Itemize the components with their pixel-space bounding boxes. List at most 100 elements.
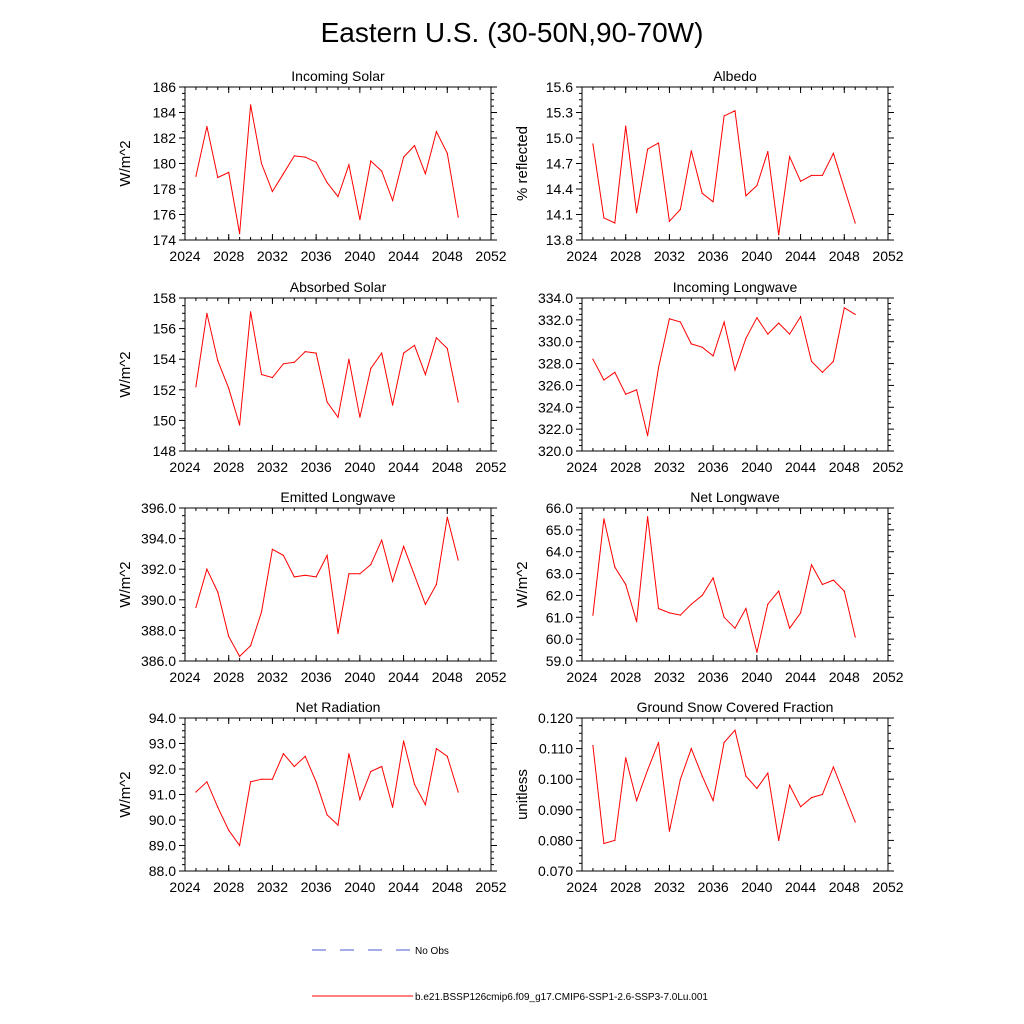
data-point [424,373,426,376]
data-point [217,591,219,593]
data-point [734,110,736,112]
data-point [424,603,426,606]
y-tick-label: 324.0 [538,399,573,415]
x-tick-label: 2028 [213,879,244,895]
data-point [668,830,671,832]
y-tick-label: 90.0 [149,812,176,828]
data-point [195,386,197,388]
data-point [767,151,769,153]
data-point [304,574,306,576]
series-line-absorbed-solar [195,311,459,426]
data-point [625,583,627,586]
data-point [756,787,758,790]
y-axis-label: W/m^2 [117,351,134,397]
data-point [712,577,714,579]
data-point [282,173,284,175]
data-point [843,590,845,592]
data-point [206,125,208,128]
x-tick-label: 2048 [829,879,860,895]
y-tick-label: 63.0 [546,566,573,582]
data-point [657,367,660,369]
data-point [217,806,219,808]
data-point [854,636,856,638]
data-point [723,741,725,744]
figure-title: Eastern U.S. (30-50N,90-70W) [321,17,704,48]
y-tick-label: 0.120 [538,710,573,726]
data-point [293,765,295,768]
data-point [625,125,627,127]
data-point [337,632,339,635]
y-tick-label: 184 [153,105,177,121]
data-point [359,799,361,801]
x-tick-label: 2024 [169,879,200,895]
x-tick-label: 2052 [475,248,506,264]
data-point [701,594,703,597]
data-point [250,645,252,647]
y-tick-label: 156 [153,321,177,337]
y-tick-label: 15.0 [546,130,573,146]
data-point [668,318,671,320]
x-tick-label: 2048 [829,459,860,475]
panel-absorbed-solar: Absorbed Solar W/m^2 2024 2028 2032 2036 2040 2… [117,279,507,475]
data-point [778,234,780,236]
panel-title: Net Radiation [296,699,381,715]
data-point [723,321,725,323]
panel-title: Ground Snow Covered Fraction [637,699,834,715]
plot-frame [581,717,889,872]
data-point [260,611,263,613]
x-tick-label: 2036 [698,248,729,264]
y-tick-label: 392.0 [141,561,176,577]
y-tick-label: 92.0 [149,761,176,777]
data-point [217,360,219,362]
y-tick-label: 152 [153,382,177,398]
y-tick-label: 59.0 [546,653,573,669]
y-tick-label: 326.0 [538,377,573,393]
data-point [821,793,824,796]
x-tick-label: 2044 [785,669,816,685]
data-point [435,748,437,750]
y-tick-label: 322.0 [538,421,573,437]
x-tick-label: 2024 [169,248,200,264]
data-point [457,791,459,793]
data-point [315,576,317,578]
x-tick-label: 2036 [698,879,729,895]
data-point [370,160,372,162]
data-point [843,187,845,189]
data-point [789,156,791,158]
data-point [800,316,802,318]
data-point [206,568,208,570]
data-point [832,360,835,362]
data-point [228,387,230,389]
x-tick-label: 2024 [566,879,597,895]
y-axis-label: W/m^2 [117,140,134,186]
y-tick-label: 13.8 [546,232,573,248]
data-point [293,576,295,578]
y-axis-label: % reflected [514,126,531,201]
data-point [381,765,383,768]
data-point [337,824,339,826]
data-point [647,435,649,437]
data-point [271,548,273,550]
data-point [603,379,605,381]
data-point [789,784,791,786]
data-point [734,369,736,371]
data-point [260,162,263,165]
data-point [446,516,448,518]
data-point [800,180,802,182]
y-tick-label: 330.0 [538,334,573,350]
y-tick-label: 396.0 [141,500,176,516]
data-point [446,755,448,757]
data-point [359,219,361,221]
legend-label-simulation: b.e21.BSSP126cmip6.f09_g17.CMIP6-SSP1-2.… [415,992,708,1003]
data-point [446,347,448,350]
plot-frame [184,297,492,452]
panel-net-longwave: Net Longwave W/m^2 2024 2028 2032 2036 2040 204… [514,489,904,685]
data-point [679,208,682,210]
x-tick-label: 2028 [610,248,641,264]
x-tick-label: 2052 [872,459,903,475]
x-tick-label: 2024 [169,669,200,685]
data-point [348,573,350,575]
data-point [457,216,459,218]
data-point [832,152,835,154]
y-axis-label: W/m^2 [117,561,134,607]
